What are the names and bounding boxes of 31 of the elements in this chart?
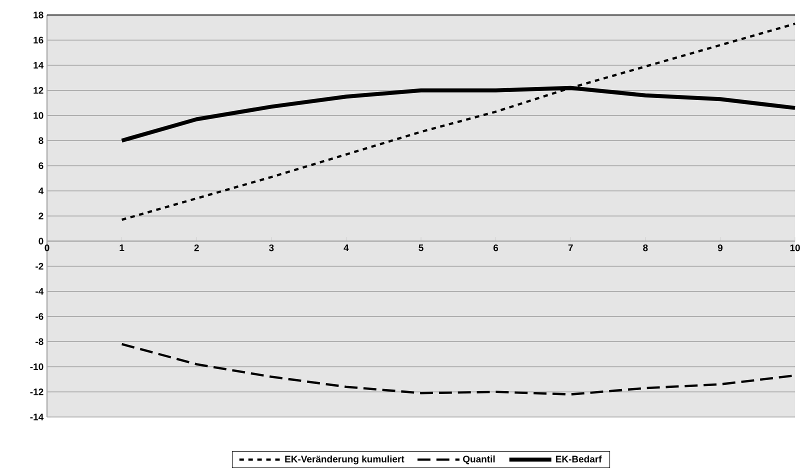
y-tick-label: -8 bbox=[36, 338, 44, 345]
y-tick-label: 6 bbox=[38, 162, 44, 170]
y-tick-label: -6 bbox=[36, 313, 44, 320]
y-tick-label: 16 bbox=[34, 36, 44, 44]
x-tick-label: 0 bbox=[44, 244, 50, 252]
legend-label: EK-Veränderung kumuliert bbox=[285, 455, 404, 464]
x-tick-label: 1 bbox=[120, 244, 124, 252]
x-tick-label: 3 bbox=[268, 244, 274, 252]
x-tick-label: 10 bbox=[790, 244, 800, 252]
x-tick-label: 8 bbox=[643, 244, 648, 252]
y-tick-label: 4 bbox=[38, 188, 44, 194]
y-tick-label: 14 bbox=[34, 62, 44, 69]
y-tick-label: 0 bbox=[38, 238, 44, 244]
legend-label: Quantil bbox=[463, 455, 495, 464]
x-tick-label: 7 bbox=[568, 244, 573, 252]
y-tick-label: -12 bbox=[30, 388, 44, 396]
y-tick-label: -4 bbox=[36, 288, 44, 295]
y-tick-label: 18 bbox=[34, 12, 44, 18]
x-tick-label: 9 bbox=[718, 244, 723, 252]
y-tick-label: -10 bbox=[30, 363, 44, 370]
x-tick-label: 4 bbox=[344, 244, 349, 252]
y-tick-label: 12 bbox=[34, 87, 44, 94]
y-tick-label: -2 bbox=[36, 262, 44, 270]
x-tick-label: 5 bbox=[418, 244, 424, 252]
y-tick-label: 8 bbox=[38, 137, 44, 144]
legend-label: EK-Bedarf bbox=[556, 455, 602, 462]
y-tick-label: 10 bbox=[34, 112, 44, 119]
y-tick-label: 2 bbox=[38, 212, 44, 220]
x-tick-label: 2 bbox=[194, 244, 199, 252]
y-tick-label: -14 bbox=[30, 414, 44, 420]
x-tick-label: 6 bbox=[494, 244, 498, 252]
